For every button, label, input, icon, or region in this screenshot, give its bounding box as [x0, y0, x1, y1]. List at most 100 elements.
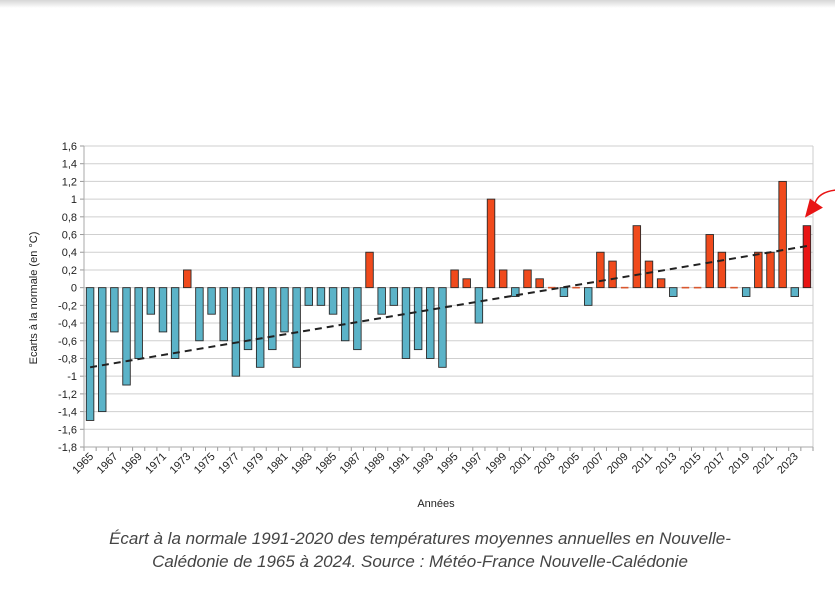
bar-2008	[608, 260, 617, 289]
x-tick-label: 1997	[459, 451, 485, 477]
y-tick-label: 0,6	[62, 230, 77, 242]
highlight-arrow	[804, 189, 835, 218]
bar-1978	[243, 287, 253, 351]
x-tick-label: 1995	[435, 451, 461, 477]
bar-2016	[705, 234, 714, 289]
x-tick-label: 2019	[726, 451, 752, 477]
bar-2015	[693, 286, 702, 289]
top-shadow	[0, 0, 835, 8]
bar-1986	[341, 287, 350, 342]
x-tick-label: 2017	[702, 451, 728, 477]
bar-1966	[98, 287, 107, 413]
x-tick-label: 2007	[581, 451, 607, 477]
bar-1991	[401, 287, 411, 359]
bar-1997	[474, 287, 484, 324]
y-tick-label: -0,2	[58, 300, 77, 312]
bar-2014	[681, 286, 690, 289]
x-tick-label: 1983	[289, 451, 315, 477]
y-tick-label: 0	[71, 283, 77, 295]
bar-1969	[134, 287, 143, 359]
caption-line-2: Calédonie de 1965 à 2024. Source : Météo…	[152, 552, 688, 571]
bar-1973	[183, 269, 192, 289]
x-tick-label: 1989	[362, 451, 388, 477]
x-tick-label: 2003	[532, 451, 558, 477]
bar-1974	[195, 287, 204, 342]
bar-1980	[268, 287, 277, 351]
bar-1996	[462, 278, 471, 289]
y-tick-label: 1,6	[62, 141, 77, 153]
bar-1983	[304, 287, 313, 306]
y-tick-label: -1,4	[58, 407, 77, 419]
bar-1987	[353, 287, 362, 351]
y-tick-label: -1	[67, 371, 77, 383]
bar-2000	[511, 287, 520, 297]
x-tick-label: 2015	[678, 451, 704, 477]
bar-2006	[584, 287, 593, 306]
arrow-head	[804, 198, 823, 218]
bar-1977	[231, 287, 241, 377]
x-tick-label: 2013	[654, 451, 680, 477]
bar-2001	[523, 269, 532, 289]
y-tick-label: -1,6	[58, 424, 77, 436]
bar-1985	[328, 287, 338, 315]
bar-2018	[730, 286, 738, 289]
bar-2019	[741, 287, 751, 297]
bar-2005	[572, 286, 580, 289]
bar-2024	[802, 225, 812, 289]
x-tick-label: 1979	[240, 451, 266, 477]
bar-1992	[413, 287, 423, 351]
bar-2007	[596, 251, 605, 289]
y-tick-label: -1,8	[58, 442, 77, 454]
bar-1988	[365, 251, 374, 289]
bar-2021	[766, 251, 775, 289]
y-tick-label: 1,2	[62, 176, 77, 188]
y-tick-label: 0,2	[62, 265, 77, 277]
x-tick-label: 2021	[751, 451, 777, 477]
bar-1999	[498, 269, 508, 289]
x-tick-label: 2011	[630, 451, 655, 476]
bar-1971	[158, 287, 168, 333]
x-tick-label: 1993	[411, 451, 437, 477]
x-tick-label: 1987	[338, 451, 364, 477]
caption-line-1: Écart à la normale 1991-2020 des tempéra…	[109, 529, 731, 548]
bar-1965	[85, 287, 95, 421]
trend-line-group	[89, 245, 808, 369]
gridlines	[84, 145, 813, 448]
axes: -1,8 -1,6 -1,4 -1,2 -1 -0,8 -0,6 -0,4 -0,2 0 0,2 0,…	[58, 141, 814, 477]
x-tick-label: 2001	[508, 451, 534, 477]
bar-1990	[389, 287, 399, 306]
bar-2017	[717, 251, 727, 289]
bar-1979	[255, 287, 265, 368]
bar-1968	[122, 287, 131, 386]
y-tick-label: -0,6	[58, 336, 77, 348]
y-tick-label: 0,8	[62, 212, 77, 224]
bar-2011	[644, 260, 654, 289]
x-tick-label: 2009	[605, 451, 631, 477]
bar-1984	[316, 287, 326, 306]
x-tick-label: 1991	[386, 451, 412, 477]
x-tick-label: 1973	[168, 451, 194, 477]
bar-1967	[110, 287, 119, 333]
x-tick-label: 2005	[556, 451, 582, 477]
bar-2020	[754, 251, 763, 289]
x-tick-label: 1981	[265, 451, 291, 477]
y-axis-title: Ecarts à la normale (en °C)	[28, 232, 40, 365]
x-tick-label: 1999	[483, 451, 509, 477]
x-tick-label: 1965	[70, 451, 96, 477]
bar-2002	[535, 278, 544, 289]
x-tick-label: 1969	[119, 451, 145, 477]
bar-2003	[548, 286, 556, 289]
y-tick-label: 1	[71, 194, 77, 206]
bar-1989	[377, 287, 386, 315]
bar-1998	[486, 198, 496, 289]
bar-1970	[146, 287, 156, 315]
bar-1995	[450, 269, 459, 289]
arrow-shaft	[814, 189, 835, 204]
bar-2012	[656, 278, 666, 289]
y-tick-label: -0,4	[58, 318, 77, 330]
bar-1981	[280, 287, 289, 333]
x-tick-label: 1985	[313, 451, 339, 477]
x-tick-label: 1977	[216, 451, 242, 477]
bar-1976	[219, 287, 228, 342]
y-tick-label: -1,2	[58, 389, 77, 401]
